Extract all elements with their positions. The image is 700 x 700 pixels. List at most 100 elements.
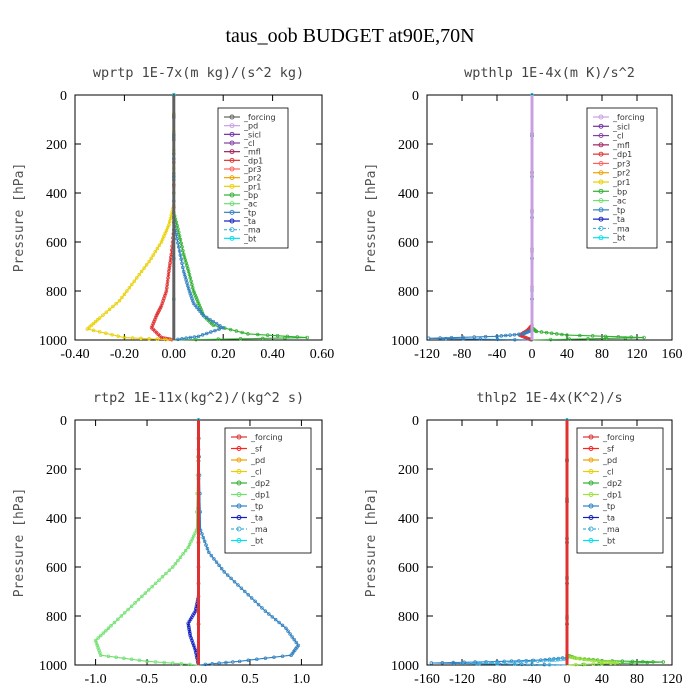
legend-label: _cl bbox=[602, 468, 614, 477]
data-point bbox=[179, 257, 183, 261]
legend-marker bbox=[588, 515, 594, 520]
data-point bbox=[218, 323, 222, 328]
data-point bbox=[149, 256, 153, 261]
legend: _forcing _sf _pd _cl _dp2 _dp1 _tp _ta _ma _bt bbox=[576, 427, 664, 554]
data-point bbox=[270, 615, 275, 619]
legend-marker bbox=[598, 235, 604, 241]
data-point bbox=[460, 661, 464, 666]
data-point bbox=[486, 660, 491, 665]
legend-marker bbox=[229, 209, 235, 215]
data-point bbox=[194, 337, 198, 342]
data-point bbox=[176, 558, 180, 563]
data-point bbox=[179, 241, 183, 245]
data-point bbox=[188, 276, 193, 280]
legend: _forcing_sicl_cl_mfl_dp1_pr3_pr2_pr1_bp_… bbox=[586, 107, 658, 249]
data-point bbox=[129, 657, 134, 662]
legend-label: _sicl bbox=[612, 122, 630, 131]
data-point bbox=[187, 272, 192, 277]
data-point bbox=[211, 323, 216, 328]
data-point bbox=[177, 234, 182, 238]
data-point bbox=[166, 272, 171, 277]
data-point bbox=[125, 289, 129, 293]
data-point bbox=[246, 658, 250, 663]
data-point bbox=[200, 532, 204, 536]
data-point bbox=[85, 327, 90, 331]
data-point bbox=[129, 604, 134, 608]
data-point bbox=[495, 334, 499, 339]
data-point bbox=[164, 228, 169, 233]
data-point bbox=[616, 334, 621, 339]
x-tick-label: 0.00 bbox=[162, 347, 187, 362]
data-point bbox=[190, 282, 194, 287]
data-point bbox=[114, 655, 118, 659]
data-point bbox=[122, 610, 127, 615]
data-point bbox=[184, 336, 188, 340]
legend-marker bbox=[236, 515, 242, 520]
data-point bbox=[91, 321, 96, 326]
legend-marker bbox=[588, 538, 594, 543]
data-point bbox=[175, 236, 179, 241]
data-point bbox=[187, 629, 192, 634]
data-point bbox=[567, 337, 572, 341]
legend-marker bbox=[598, 188, 604, 194]
data-point bbox=[452, 661, 456, 666]
data-point bbox=[513, 337, 517, 342]
data-point bbox=[608, 661, 613, 666]
y-tick-label: 1000 bbox=[39, 659, 67, 674]
legend-marker bbox=[598, 179, 604, 185]
data-point bbox=[110, 332, 114, 337]
x-tick-label: -80 bbox=[488, 672, 507, 687]
legend-label: _pd bbox=[250, 456, 265, 465]
y-tick-label: 200 bbox=[46, 138, 67, 153]
data-point bbox=[451, 660, 456, 665]
data-point bbox=[193, 293, 197, 297]
data-point bbox=[272, 655, 276, 659]
data-point bbox=[275, 333, 280, 338]
legend-marker bbox=[598, 170, 604, 176]
data-point bbox=[589, 658, 593, 662]
data-point bbox=[104, 331, 108, 336]
legend-marker bbox=[236, 503, 242, 509]
data-point bbox=[191, 289, 196, 293]
data-point bbox=[186, 621, 190, 626]
panel-4: thlp2 1E-4x(K^2)/s Pressure [hPa] -160 -120… bbox=[364, 390, 683, 687]
data-point bbox=[95, 318, 100, 322]
panel-3: rtp2 1E-11x(kg^2)/(kg^2 s) Pressure [hPa]… bbox=[12, 390, 323, 687]
data-point bbox=[539, 330, 544, 334]
data-point bbox=[204, 543, 208, 547]
data-point bbox=[201, 535, 206, 540]
legend-label: _pd bbox=[243, 122, 258, 131]
data-point bbox=[524, 659, 528, 664]
figure-title: taus_oob BUDGET at90E,70N bbox=[225, 25, 474, 47]
data-point bbox=[444, 336, 448, 341]
legend-marker bbox=[598, 123, 604, 129]
data-point bbox=[483, 334, 488, 339]
data-point bbox=[165, 285, 169, 290]
data-point bbox=[541, 659, 546, 663]
data-point bbox=[596, 659, 601, 663]
data-point bbox=[294, 640, 299, 645]
x-tick-label: -40 bbox=[523, 672, 542, 687]
data-point bbox=[578, 333, 582, 338]
x-tick-label: -0.20 bbox=[110, 347, 139, 362]
legend-label: _tp bbox=[612, 206, 625, 215]
panel-title: thlp2 1E-4x(K^2)/s bbox=[476, 390, 622, 406]
data-point bbox=[190, 537, 195, 541]
data-point bbox=[147, 259, 151, 264]
data-point bbox=[179, 662, 184, 666]
legend-marker bbox=[229, 166, 235, 172]
data-point bbox=[181, 552, 185, 556]
legend-marker bbox=[588, 480, 594, 486]
legend-marker bbox=[229, 175, 235, 181]
legend-label: _pr1 bbox=[612, 178, 630, 187]
legend-marker bbox=[598, 142, 604, 148]
legend-label: _dp1 bbox=[243, 156, 263, 165]
legend-marker bbox=[598, 216, 604, 222]
y-tick-label: 800 bbox=[398, 285, 419, 300]
data-point bbox=[228, 327, 233, 332]
legend-marker bbox=[236, 469, 242, 474]
y-tick-label: 600 bbox=[46, 236, 67, 251]
data-point bbox=[109, 624, 113, 628]
data-point bbox=[171, 661, 175, 665]
